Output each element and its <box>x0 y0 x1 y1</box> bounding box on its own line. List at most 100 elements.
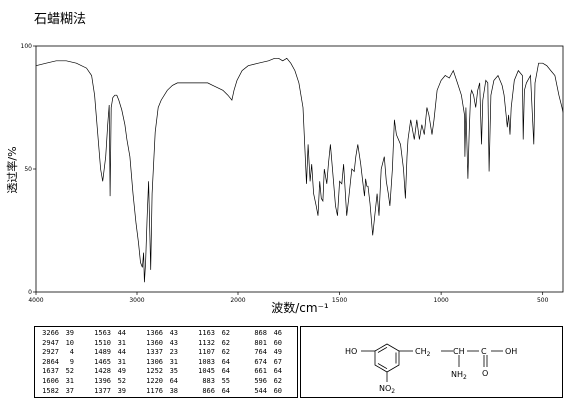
peak-wavenumber: 1563 <box>94 329 111 337</box>
peak-transmittance: 60 <box>273 386 282 395</box>
no2-subscript: 2 <box>391 388 395 395</box>
ch-label: CH <box>453 347 465 356</box>
plot-frame <box>35 45 564 293</box>
peak-column-2: 1366 43 1360 43 1337 23 1306 31 1252 35 1220 64 1176… <box>141 329 178 396</box>
y-axis-ticks: 0 50 100 <box>21 43 36 296</box>
peak-transmittance: 64 <box>221 386 230 395</box>
peak-row: 1083 64 <box>193 358 230 368</box>
peak-transmittance: 62 <box>273 376 282 385</box>
peak-wavenumber: 1510 <box>94 338 111 347</box>
peak-transmittance: 39 <box>65 329 74 337</box>
peak-wavenumber: 661 <box>254 367 267 376</box>
peak-column-3: 1163 62 1132 62 1107 62 1083 64 1045 64 883 55 866 64 <box>193 329 230 396</box>
peak-row: 661 64 <box>245 367 282 377</box>
peak-wavenumber: 2927 <box>42 348 59 357</box>
chart-title: 石蜡糊法 <box>34 12 87 27</box>
peak-wavenumber: 3266 <box>42 329 59 337</box>
peak-row: 1563 44 <box>89 329 126 339</box>
peak-row: 1337 23 <box>141 348 178 358</box>
peak-wavenumber: 1107 <box>198 348 215 357</box>
peak-row: 3266 39 <box>37 329 74 339</box>
peak-wavenumber: 866 <box>202 386 215 395</box>
peak-wavenumber: 1252 <box>146 367 163 376</box>
peak-row: 674 67 <box>245 358 282 368</box>
y-axis-label: 透过率/% <box>5 146 19 193</box>
peak-row: 1489 44 <box>89 348 126 358</box>
structure-svg: HO CH2 CH C OH NH2 O NO2 <box>345 343 517 395</box>
x-tick-label-0: 4000 <box>28 297 43 304</box>
peak-row: 1582 37 <box>37 387 74 397</box>
peak-row: 2947 10 <box>37 339 74 349</box>
c-label: C <box>481 347 487 356</box>
x-axis-ticks: 4000 3000 2000 1500 1000 500 <box>28 292 549 304</box>
peak-row: 596 62 <box>245 377 282 387</box>
peak-wavenumber: 674 <box>254 357 267 366</box>
peak-row: 1045 64 <box>193 367 230 377</box>
peak-transmittance: 52 <box>65 367 74 376</box>
no2-text: NO <box>379 384 391 393</box>
structure-diagram: HO CH2 CH C OH NH2 O NO2 <box>300 326 563 398</box>
peak-row: 1176 38 <box>141 387 178 397</box>
nh2-subscript: 2 <box>463 374 467 381</box>
peak-wavenumber: 1489 <box>94 348 111 357</box>
peak-transmittance: 46 <box>273 329 282 337</box>
peak-transmittance: 31 <box>65 376 74 385</box>
peak-transmittance: 62 <box>221 338 230 347</box>
peak-wavenumber: 1163 <box>198 329 215 337</box>
peak-transmittance: 23 <box>169 348 178 357</box>
peak-transmittance: 31 <box>117 338 126 347</box>
ch2-text: CH <box>415 347 427 356</box>
peak-transmittance: 39 <box>117 386 126 395</box>
peak-wavenumber: 801 <box>254 338 267 347</box>
peak-row: 883 55 <box>193 377 230 387</box>
peak-transmittance: 31 <box>169 357 178 366</box>
peak-row: 1366 43 <box>141 329 178 339</box>
peak-row: 1637 52 <box>37 367 74 377</box>
peak-wavenumber: 883 <box>202 376 215 385</box>
ho-label: HO <box>345 347 357 356</box>
peak-row: 2864 9 <box>37 358 74 368</box>
peak-transmittance: 64 <box>169 376 178 385</box>
peak-transmittance: 52 <box>117 376 126 385</box>
peak-wavenumber: 1045 <box>198 367 215 376</box>
peak-wavenumber: 1582 <box>42 386 59 395</box>
peak-row: 1360 43 <box>141 339 178 349</box>
peak-wavenumber: 2947 <box>42 338 59 347</box>
peak-transmittance: 44 <box>117 348 126 357</box>
peak-row: 1306 31 <box>141 358 178 368</box>
peak-transmittance: 49 <box>117 367 126 376</box>
peak-transmittance: 49 <box>273 348 282 357</box>
y-tick-label-1: 50 <box>24 166 32 173</box>
peak-wavenumber: 1396 <box>94 376 111 385</box>
ch2-subscript: 2 <box>427 351 431 358</box>
peak-row: 2927 4 <box>37 348 74 358</box>
peak-transmittance: 64 <box>273 367 282 376</box>
peak-wavenumber: 1306 <box>146 357 163 366</box>
peak-row: 868 46 <box>245 329 282 339</box>
peak-wavenumber: 1083 <box>198 357 215 366</box>
peak-wavenumber: 596 <box>254 376 267 385</box>
nh2-label: NH2 <box>451 370 467 381</box>
peak-column-4: 868 46 801 60 764 49 674 67 661 64 596 62 544 60 <box>245 329 282 396</box>
peak-transmittance: 31 <box>117 357 126 366</box>
peak-wavenumber: 1360 <box>146 338 163 347</box>
peak-wavenumber: 1176 <box>146 386 163 395</box>
peak-transmittance: 10 <box>65 338 74 347</box>
y-tick-label-0: 0 <box>28 289 32 296</box>
oh-label: OH <box>505 347 517 356</box>
peak-wavenumber: 2864 <box>42 357 59 366</box>
peak-transmittance: 62 <box>221 329 230 337</box>
x-tick-label-1: 3000 <box>129 297 144 304</box>
peak-transmittance: 62 <box>221 348 230 357</box>
x-tick-label-3: 1500 <box>332 297 347 304</box>
carbonyl-o-label: O <box>482 369 488 378</box>
ch2-label: CH2 <box>415 347 431 358</box>
peak-row: 1107 62 <box>193 348 230 358</box>
peak-row: 1377 39 <box>89 387 126 397</box>
bonds <box>361 350 503 382</box>
peak-row: 1465 31 <box>89 358 126 368</box>
peak-row: 1606 31 <box>37 377 74 387</box>
peak-transmittance: 43 <box>169 329 178 337</box>
peak-wavenumber: 1366 <box>146 329 163 337</box>
peak-row: 764 49 <box>245 348 282 358</box>
